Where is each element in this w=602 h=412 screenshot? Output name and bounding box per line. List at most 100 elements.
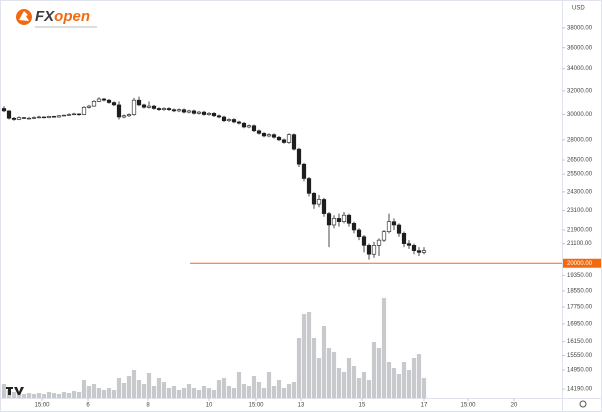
volume-bar	[186, 384, 192, 398]
volume-bar	[136, 380, 142, 398]
candle-body	[121, 115, 127, 118]
logo: FXopen	[16, 8, 97, 28]
volume-bar	[341, 372, 347, 398]
candle-body	[81, 106, 87, 115]
candle-body	[176, 109, 182, 112]
logo-icon	[19, 11, 29, 21]
x-tick-label: 15	[359, 403, 366, 409]
candle-body	[146, 105, 152, 108]
y-tick-label: 14950.00	[567, 368, 593, 374]
volume-bar	[86, 386, 92, 398]
candle-body	[96, 98, 102, 102]
volume-bar	[366, 380, 372, 398]
volume-bar	[301, 314, 307, 398]
volume-bar	[296, 338, 302, 398]
volume-bar	[1, 384, 7, 398]
candle-body	[301, 163, 307, 179]
volume-bar	[316, 358, 322, 398]
volume-bar	[211, 390, 217, 398]
candle-body	[186, 110, 192, 113]
volume-bar	[26, 393, 32, 398]
y-tick-label: 21100.00	[567, 241, 592, 247]
candle-body	[326, 213, 332, 226]
x-tick-label: 15:00	[248, 403, 264, 409]
candle-body	[351, 223, 357, 231]
candle-body	[331, 218, 337, 226]
candle-body	[31, 117, 37, 119]
candle-body	[46, 116, 52, 118]
volume-bar	[76, 392, 82, 398]
y-tick-label: 17750.00	[567, 305, 593, 311]
volume-bar	[101, 390, 107, 398]
x-tick-label: 8	[146, 403, 150, 409]
volume-bar	[161, 382, 167, 398]
candle-body	[226, 119, 232, 122]
volume-bar	[356, 378, 362, 398]
candle-body	[321, 199, 327, 214]
x-tick-label: 15:00	[34, 403, 50, 409]
plot-area	[1, 96, 427, 398]
logo-fx: FX	[35, 8, 55, 25]
y-tick-label: 26500.00	[567, 158, 593, 164]
candle-body	[91, 101, 97, 107]
y-tick-label: 32000.00	[567, 88, 593, 94]
volume-bar	[121, 383, 127, 398]
price-label: 20000.00	[567, 261, 593, 267]
volume-bar	[361, 372, 367, 398]
candle-body	[51, 116, 57, 118]
volume-bar	[221, 378, 227, 398]
volume-bar	[131, 370, 137, 398]
volume-bar	[331, 352, 337, 398]
logo-text: FXopen	[35, 8, 90, 25]
volume-bar	[401, 362, 407, 398]
y-tick-label: 18550.00	[567, 288, 593, 294]
settings-button[interactable]	[579, 400, 587, 408]
candle-body	[366, 245, 372, 255]
candle-body	[281, 139, 287, 143]
y-tick-label: 28000.00	[567, 137, 593, 143]
volume-bar	[46, 392, 52, 398]
volume-bar	[251, 376, 257, 398]
candle-body	[336, 218, 342, 222]
candle-body	[421, 250, 427, 253]
y-tick-label: 23100.00	[567, 208, 593, 214]
candle-body	[286, 134, 292, 143]
candle-body	[251, 125, 257, 132]
candle-body	[231, 119, 237, 123]
candle-body	[341, 214, 347, 222]
volume-bar	[91, 384, 97, 398]
volume-bar	[41, 394, 47, 398]
volume-bar	[276, 380, 282, 398]
volume-bar	[16, 393, 22, 398]
logo-open: open	[54, 8, 90, 25]
candle-body	[311, 193, 317, 205]
candle-body	[196, 111, 202, 114]
tv-logo	[6, 387, 24, 395]
x-tick-label: 6	[86, 403, 90, 409]
candle-body	[26, 117, 32, 120]
volume-bar	[56, 394, 62, 398]
volume-bar	[371, 342, 377, 398]
volume-bar	[11, 392, 17, 398]
candle-body	[296, 148, 302, 165]
candle-body	[396, 224, 402, 234]
candle-body	[266, 134, 272, 137]
candle-body	[306, 178, 312, 194]
volume-bar	[191, 388, 197, 398]
volume-bar	[411, 358, 417, 398]
y-tick-label: 21900.00	[567, 228, 593, 234]
candle-body	[271, 134, 277, 138]
volume-bar	[51, 393, 57, 398]
candle-body	[101, 98, 107, 101]
candle-body	[216, 115, 222, 118]
candle-body	[161, 108, 167, 110]
x-tick-label: 10	[206, 403, 213, 409]
volume-bar	[66, 393, 72, 398]
y-tick-label: 14190.00	[567, 387, 593, 393]
candle-body	[206, 113, 212, 115]
candle-body	[111, 102, 117, 106]
y-tick-label: 30000.00	[567, 112, 593, 118]
logo-tagline	[35, 26, 97, 28]
settings-icon[interactable]	[579, 400, 587, 408]
volume-bar	[376, 348, 382, 398]
